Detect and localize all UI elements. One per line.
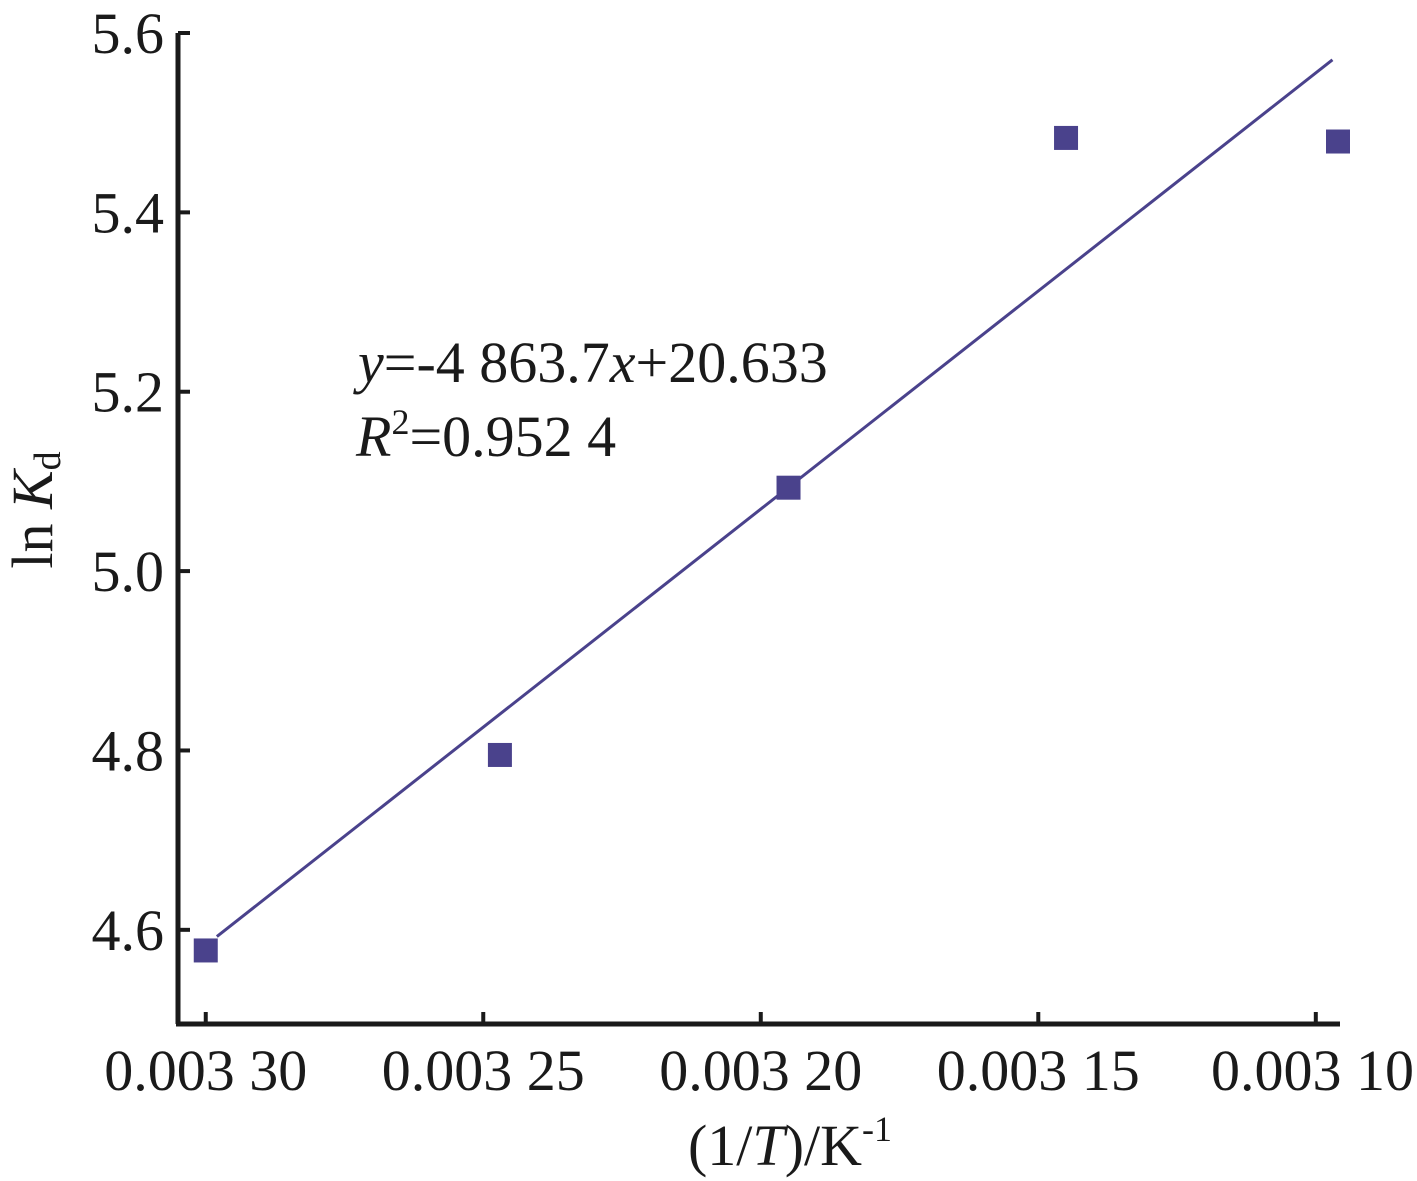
x-tick-label: 0.003 30 [104,1038,307,1103]
y-tick-label: 5.0 [92,539,165,604]
y-axis-title: ln Kd [0,451,69,568]
data-point [776,475,801,500]
x-axis-title: (1/T)/K-1 [688,1109,892,1178]
x-tick-label: 0.003 25 [382,1038,585,1103]
y-tick-label: 4.6 [92,898,165,963]
trendline [215,58,1334,938]
y-tick-label: 5.6 [92,1,165,66]
ticks: 4.6 4.8 5.0 5.2 5.4 5.6 0.003 30 0.003 25 0.003 … [92,1,1415,1103]
x-tick-label: 0.003 20 [659,1038,862,1103]
data-points [193,125,1350,963]
data-point [193,938,218,963]
x-tick-label: 0.003 15 [937,1038,1140,1103]
y-tick-label: 5.2 [92,360,165,425]
data-point [1054,125,1079,150]
trendline-group [215,58,1334,938]
x-tick-label: 0.003 10 [1211,1038,1414,1103]
data-point [1326,129,1350,154]
data-point [487,742,512,767]
axes [175,33,1340,1027]
regression-equation: y=-4 863.7x+20.633 [353,330,828,395]
r-squared-label: R2=0.952 4 [355,402,616,469]
y-tick-label: 5.4 [92,180,165,245]
y-tick-label: 4.8 [92,718,165,783]
